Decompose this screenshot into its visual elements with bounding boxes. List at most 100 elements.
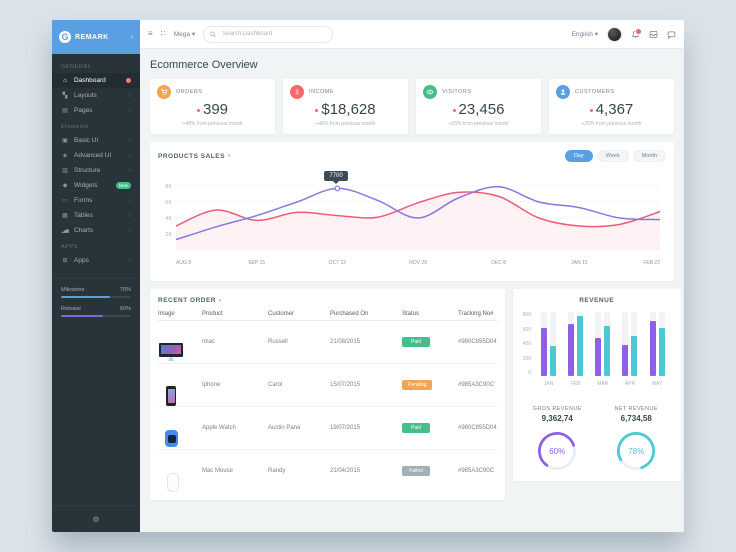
table-row-mac-mouse[interactable]: Mac Mouse Randy 21/04/2015 Failed #985A3… <box>158 450 497 492</box>
section-apps: APPS <box>61 244 79 250</box>
cart-icon <box>157 85 171 99</box>
income-card[interactable]: $ INCOME $18,628 +48% from previous mont… <box>283 79 408 134</box>
logo-icon: G <box>59 31 71 43</box>
cell-product: Iphone <box>202 382 221 388</box>
bar-track <box>658 312 665 376</box>
cell-date: 15/07/2015 <box>330 382 361 388</box>
pages-icon: ▤ <box>62 108 68 114</box>
section-elements: Elements <box>61 124 89 130</box>
sidebar-item-layouts[interactable]: ▚ Layouts › <box>52 88 140 103</box>
revenue-stats: GROS REVENUE 9,362,74 60% NET REVENUE 6,… <box>521 406 673 473</box>
sidebar-item-structure[interactable]: ▥ Structure › <box>52 163 140 178</box>
col-image: Image <box>158 311 175 317</box>
sidebar-item-advanced-ui[interactable]: ◈ Advanced UI › <box>52 148 140 163</box>
sidebar-item-charts[interactable]: ▂▅▇ Charts › <box>52 223 140 238</box>
customers-label: CUSTOMERS <box>575 89 615 95</box>
y-tick: 600 <box>522 326 532 333</box>
section-general: GENERAL <box>61 64 92 70</box>
language-dropdown[interactable]: English ▾ <box>571 31 598 38</box>
mega-dropdown[interactable]: Mega ▾ <box>173 31 196 38</box>
notification-badge <box>635 27 642 35</box>
widgets-icon: ◆ <box>62 183 68 189</box>
status-badge: Paid <box>402 337 430 347</box>
status-badge: Paid <box>402 423 430 433</box>
income-delta: +48% from previous month <box>315 121 376 127</box>
net-revenue-value: 6,734,58 <box>620 414 652 423</box>
visitors-label: VISITORS <box>442 89 472 95</box>
bar-purple <box>622 345 629 376</box>
range-day-button[interactable]: Day <box>564 150 593 162</box>
gear-icon: ⚙ <box>92 514 100 524</box>
sidebar-item-dashboard[interactable]: ⌂ Dashboard <box>52 73 140 88</box>
sidebar-item-label: Basic UI <box>74 137 99 144</box>
user-avatar[interactable] <box>607 26 622 42</box>
hamburger-menu-icon[interactable]: ≡ <box>148 29 153 38</box>
logo[interactable]: G REMARK › <box>52 20 140 54</box>
top-bar: ≡ ∷ Mega ▾ English ▾ <box>140 20 684 49</box>
range-month-button[interactable]: Month <box>632 150 666 162</box>
recent-orders-title[interactable]: RECENT ORDER <box>158 297 217 304</box>
range-week-button[interactable]: Week <box>596 150 629 162</box>
net-revenue-block: NET REVENUE 6,734,58 78% <box>600 406 673 473</box>
orders-card[interactable]: ORDERS 399 +48% from previous month <box>150 79 275 134</box>
sidebar-item-label: Widgets <box>74 182 98 189</box>
svg-text:AUG 8: AUG 8 <box>176 260 191 266</box>
release-value: 60% <box>119 306 131 312</box>
search-input[interactable] <box>220 30 327 38</box>
products-sales-chart[interactable]: 2K 4K 6K 8K AUG 8 SEP 15 OCT 22 NOV 29 DEC 8 JAN … <box>158 168 666 273</box>
products-sales-title[interactable]: PRODUCTS SALES <box>158 152 225 160</box>
net-pct: 78% <box>628 446 645 456</box>
cell-customer: Carol <box>268 382 283 388</box>
bar-purple <box>541 327 548 376</box>
customers-card[interactable]: CUSTOMERS 4,367 +25% from previous month <box>549 79 674 134</box>
visitors-card[interactable]: VISITORS 23,456 +25% from previous month <box>416 79 541 134</box>
cell-customer: Randy <box>268 468 286 474</box>
caret-down-icon[interactable]: ▾ <box>227 153 231 159</box>
inbox-button[interactable] <box>649 30 658 39</box>
messages-button[interactable] <box>667 30 676 39</box>
sidebar-item-tables[interactable]: ▦ Tables › <box>52 208 140 223</box>
chat-icon <box>667 31 676 39</box>
orders-value: 399 <box>157 101 268 118</box>
sidebar-item-label: Tables <box>74 212 93 219</box>
bar-x-label: JAN <box>543 381 554 387</box>
col-purchased-on: Purchased On <box>330 311 369 317</box>
customers-delta: +25% from previous month <box>581 121 642 127</box>
sidebar-item-label: Forms <box>74 197 93 204</box>
settings-gear-button[interactable]: ⚙ <box>52 505 140 532</box>
sidebar-item-label: Apps <box>74 257 89 264</box>
sidebar-item-widgets[interactable]: ◆ Widgets New <box>52 178 140 193</box>
apps-icon: ⊞ <box>62 258 68 264</box>
sidebar-item-pages[interactable]: ▤ Pages › <box>52 103 140 118</box>
topbar-right: English ▾ <box>571 26 676 42</box>
sidebar-item-forms[interactable]: ▭ Forms › <box>52 193 140 208</box>
cell-date: 21/04/2015 <box>330 468 361 474</box>
eye-icon <box>423 85 437 99</box>
bar-chart-y-axis: 800 600 400 200 0 <box>523 312 535 376</box>
col-customer: Customer <box>268 311 295 317</box>
sidebar-item-apps[interactable]: ⊞ Apps › <box>52 253 140 268</box>
y-tick: 0 <box>528 370 532 376</box>
revenue-panel: REVENUE 800 600 400 200 0 JAN FEB MAR APR MAY GR… <box>512 289 681 481</box>
gross-revenue-donut: 60% <box>535 429 579 473</box>
notifications-button[interactable] <box>631 27 642 39</box>
page-title: Ecommerce Overview <box>150 59 258 71</box>
svg-text:JAN 15: JAN 15 <box>571 260 588 266</box>
milestone-value: 70% <box>119 287 131 293</box>
chevron-right-icon: › <box>129 167 131 174</box>
chevron-right-icon: › <box>129 212 131 219</box>
search-box[interactable] <box>203 25 334 43</box>
logo-chevron-icon: › <box>130 33 133 41</box>
table-row-iphone[interactable]: Iphone Carol 15/07/2015 Pending #985A3C9… <box>158 364 497 407</box>
caret-down-icon[interactable]: ▾ <box>219 297 222 304</box>
chevron-right-icon: › <box>129 107 131 114</box>
svg-text:8K: 8K <box>165 184 172 190</box>
fullscreen-icon[interactable]: ∷ <box>160 29 166 38</box>
table-row-apple-watch[interactable]: Apple Watch Austin Pana 19/07/2015 Paid … <box>158 407 497 450</box>
table-row-imac[interactable]: Imac Russell 21/08/2015 Paid #980C855D04 <box>158 321 497 364</box>
sidebar-item-basic-ui[interactable]: ▣ Basic UI › <box>52 133 140 148</box>
revenue-bar-chart[interactable]: 800 600 400 200 0 JAN FEB MAR APR MAY <box>521 312 673 390</box>
layouts-icon: ▚ <box>62 93 68 99</box>
tables-icon: ▦ <box>62 213 68 219</box>
user-icon <box>556 85 570 99</box>
